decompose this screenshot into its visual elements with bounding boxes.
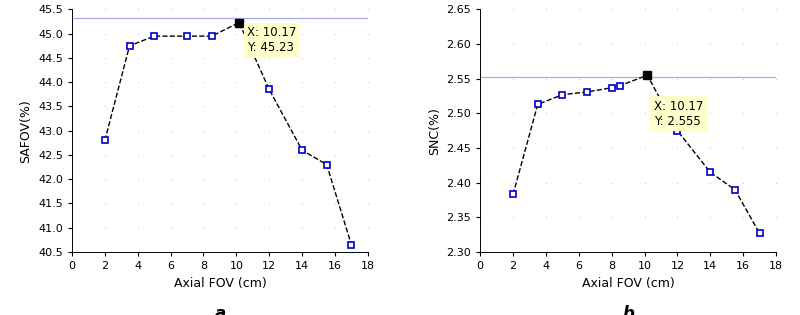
Y-axis label: SAFOV(%): SAFOV(%) — [19, 99, 33, 163]
X-axis label: Axial FOV (cm): Axial FOV (cm) — [582, 277, 674, 289]
X-axis label: Axial FOV (cm): Axial FOV (cm) — [174, 277, 266, 289]
Text: a: a — [214, 305, 226, 315]
Text: X: 10.17
Y: 2.555: X: 10.17 Y: 2.555 — [654, 100, 703, 128]
Text: X: 10.17
Y: 45.23: X: 10.17 Y: 45.23 — [247, 26, 297, 54]
Y-axis label: SNC(%): SNC(%) — [428, 107, 441, 155]
Text: b: b — [622, 305, 634, 315]
